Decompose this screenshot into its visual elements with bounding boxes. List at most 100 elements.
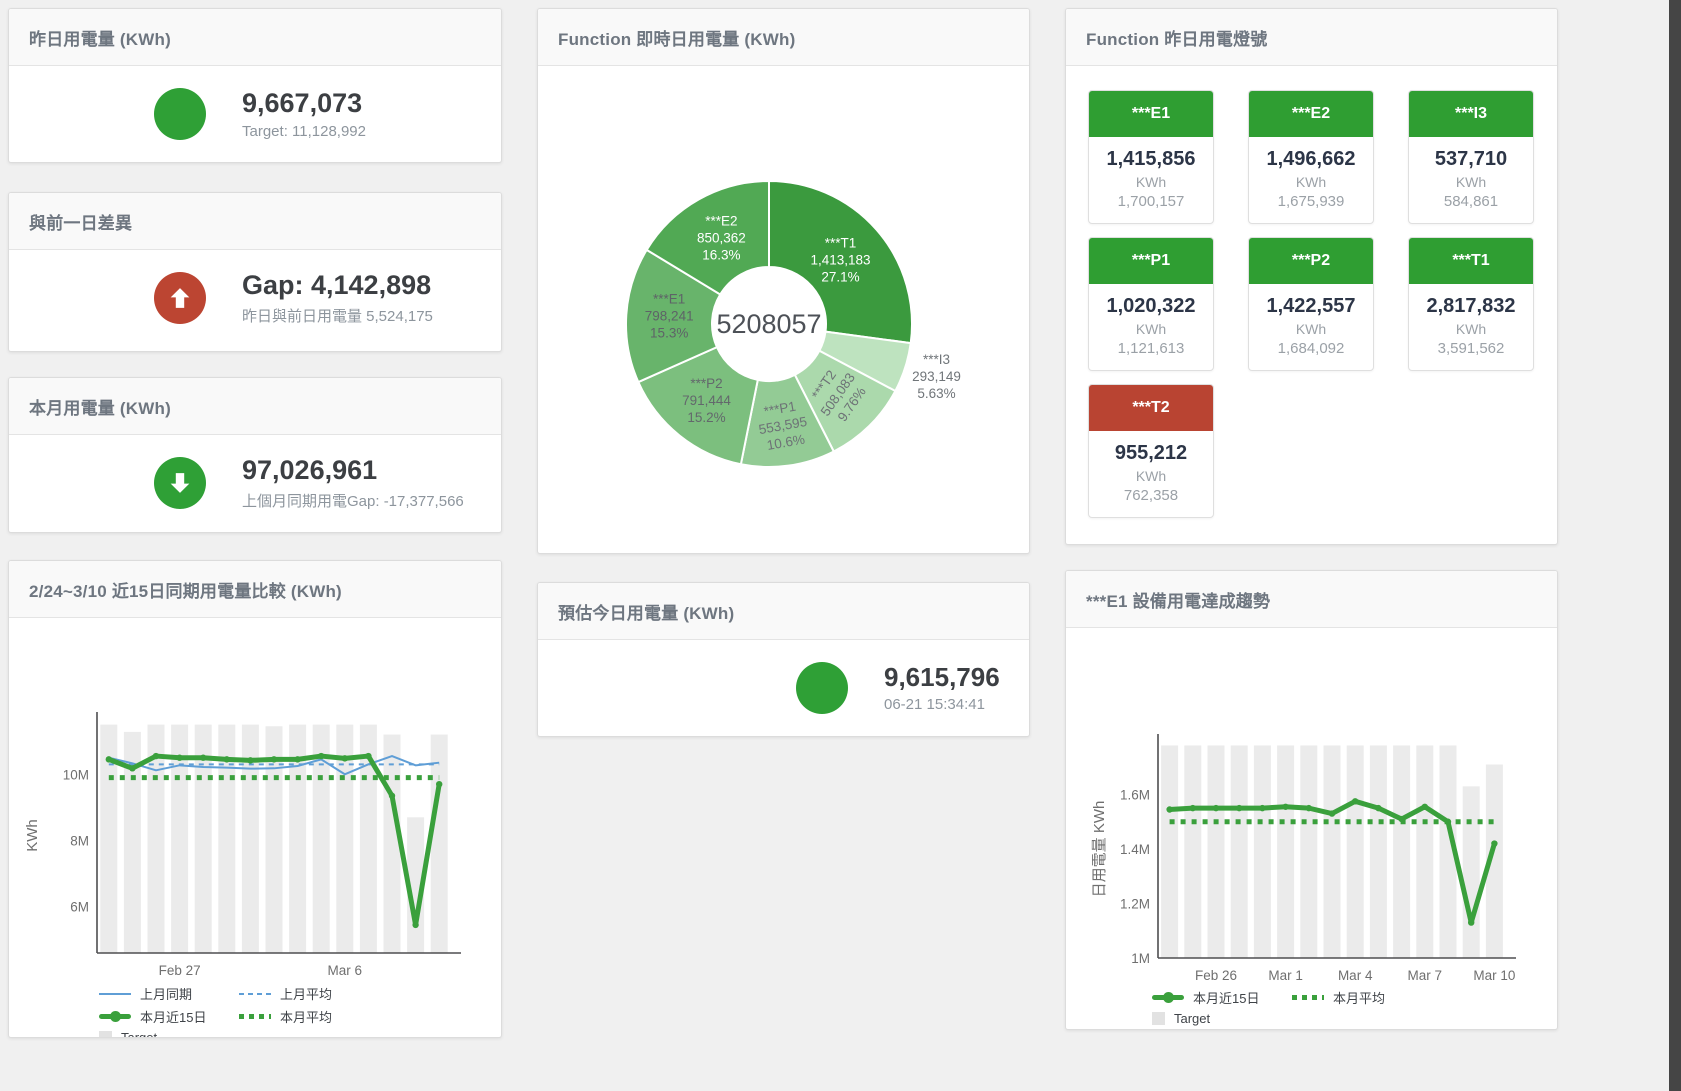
target-bar: [1369, 745, 1387, 958]
panel-e1-trend-chart: ***E1 設備用電達成趨勢 1M 1.2M 1.4M 1.6M 日用電量 KWh Feb…: [1065, 570, 1558, 1030]
tile-unit-label: KWh: [1135, 174, 1167, 190]
x-tick-label: Mar 7: [1408, 968, 1443, 983]
y-axis-title: 日用電量 KWh: [1091, 801, 1108, 898]
panel-15day-comparison-chart: 2/24~3/10 近15日同期用電量比較 (KWh) 6M 8M 10M KWh Fe…: [8, 560, 502, 1038]
stat-subtitle: 06-21 15:34:41: [884, 695, 985, 713]
panel-title: 預估今日用電量 (KWh): [558, 603, 735, 623]
green-status-circle-icon: [796, 662, 848, 714]
donut-slice-label: ***T1 1,413,183 27.1%: [810, 235, 870, 284]
y-tick-label: 6M: [70, 900, 89, 915]
legend-item-dotted[interactable]: 本月平均: [239, 1007, 379, 1026]
legend-label: 本月近15日: [1193, 991, 1260, 1006]
target-bar: [194, 724, 212, 953]
legend-label: 本月近15日: [140, 1010, 207, 1025]
legend-row: 本月近15日 本月平均: [99, 1007, 379, 1026]
legend-item-bar[interactable]: Target: [99, 1030, 239, 1037]
series-point: [1421, 803, 1428, 810]
tile-unit-label: KWh: [1135, 468, 1167, 484]
y-tick-label: 1M: [1131, 951, 1150, 966]
donut-slice-P2[interactable]: [636, 345, 759, 466]
series-point: [341, 755, 348, 762]
legend-item-dashed[interactable]: 上月平均: [239, 984, 379, 1003]
legend-item-dotted[interactable]: 本月平均: [1292, 988, 1432, 1007]
donut-center-total: 5208057: [716, 309, 821, 339]
panel-title: 本月用電量 (KWh): [29, 398, 171, 418]
stat-subtitle: Target: 11,128,992: [242, 122, 366, 140]
stat-subtitle: 昨日與前日用電量 5,524,175: [242, 307, 433, 325]
tile-status-header: ***I3: [1409, 91, 1533, 137]
tile-target-value: 1,675,939: [1277, 193, 1345, 210]
series-point: [412, 921, 419, 929]
legend-swatch-dotted-icon: [1292, 995, 1324, 1000]
stat-value: 97,026,961: [242, 455, 378, 486]
light-tile-I3: ***I3 537,710 KWh 584,861: [1408, 90, 1534, 224]
tile-unit-label: KWh: [1295, 321, 1327, 337]
series-point: [1189, 804, 1196, 812]
x-tick-label: Mar 10: [1473, 968, 1515, 983]
donut-slice-E2[interactable]: [645, 179, 770, 296]
legend-row: 上月同期 上月平均: [99, 984, 379, 1003]
legend-label: Target: [1174, 1011, 1211, 1026]
series-point: [1444, 818, 1452, 825]
target-bar: [1277, 745, 1295, 958]
tile-target-value: 762,358: [1123, 487, 1179, 504]
legend-item-thin[interactable]: 上月同期: [99, 984, 239, 1003]
donut-slice-T1[interactable]: [768, 179, 913, 345]
series-point: [1375, 804, 1382, 812]
panel-title: 2/24~3/10 近15日同期用電量比較 (KWh): [29, 581, 342, 601]
target-bar: [1346, 745, 1364, 958]
target-bar: [1207, 745, 1225, 958]
stat-value: 9,615,796: [884, 662, 1000, 693]
chart-legend: 本月近15日 本月平均 Target: [1152, 988, 1432, 1026]
tile-value: 1,415,856: [1106, 148, 1196, 170]
panel-header: 預估今日用電量 (KWh): [538, 583, 1029, 640]
panel-title: Function 昨日用電燈號: [1086, 29, 1268, 49]
target-bar: [1230, 745, 1248, 958]
tile-status-header: ***E2: [1249, 91, 1373, 137]
target-bar: [100, 724, 118, 953]
y-tick-label: 1.6M: [1120, 788, 1150, 803]
series-point: [152, 752, 160, 760]
series-point: [388, 792, 396, 799]
legend-swatch-dashed-icon: [239, 992, 271, 995]
target-bar: [407, 817, 425, 953]
legend-item-bar[interactable]: Target: [1152, 1011, 1292, 1026]
target-bar: [123, 731, 141, 953]
panel-header: 與前一日差異: [9, 193, 501, 250]
tile-target-value: 1,684,092: [1277, 340, 1345, 357]
donut-slice-label: ***I3 293,149 5.63%: [912, 352, 961, 401]
legend-item-thick[interactable]: 本月近15日: [1152, 988, 1292, 1007]
series-point: [247, 757, 254, 764]
series-point: [1282, 803, 1289, 810]
legend-label: 上月平均: [280, 987, 333, 1002]
legend-swatch-thick-icon: [99, 1011, 131, 1022]
donut-slice-E1[interactable]: [625, 248, 722, 384]
tile-unit-label: KWh: [1455, 321, 1487, 337]
stat-subtitle: 上個月同期用電Gap: -17,377,566: [242, 492, 464, 510]
series-point: [1212, 804, 1220, 812]
tile-value: 955,212: [1114, 442, 1188, 464]
y-tick-label: 10M: [63, 767, 89, 782]
tile-target-value: 584,861: [1443, 193, 1499, 210]
series-point: [1491, 840, 1498, 847]
series-point: [176, 754, 183, 761]
target-bar: [1439, 745, 1457, 958]
tile-value: 1,496,662: [1266, 148, 1356, 170]
target-bar: [1161, 745, 1179, 958]
x-tick-label: Feb 27: [159, 963, 201, 978]
panel-header: 本月用電量 (KWh): [9, 378, 501, 435]
panel-yesterday-usage: 昨日用電量 (KWh) 9,667,073 Target: 11,128,992: [8, 8, 502, 163]
legend-row: Target: [1152, 1011, 1432, 1026]
target-bar: [1485, 764, 1503, 958]
x-tick-label: Mar 6: [328, 963, 363, 978]
window-edge-strip: [1669, 0, 1681, 1091]
target-bar: [265, 726, 283, 953]
legend-item-thick[interactable]: 本月近15日: [99, 1007, 239, 1026]
legend-label: 本月平均: [280, 1010, 333, 1025]
donut-slice-label: ***P2 791,444 15.2%: [682, 376, 731, 425]
series-point: [318, 752, 325, 760]
